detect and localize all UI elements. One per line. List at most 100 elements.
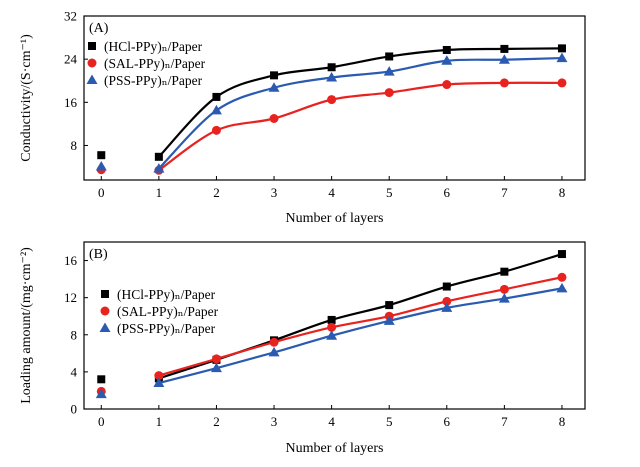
x-tick-label: 5 bbox=[386, 185, 393, 200]
y-tick-label: 12 bbox=[64, 290, 77, 305]
x-tick-label: 6 bbox=[444, 414, 451, 429]
legend-label: (SAL-PPy)ₙ/Paper bbox=[117, 304, 219, 319]
data-point bbox=[385, 301, 394, 310]
y-tick-label: 0 bbox=[71, 402, 78, 417]
data-point bbox=[327, 95, 337, 105]
data-point bbox=[556, 52, 568, 63]
data-point bbox=[268, 346, 280, 357]
data-point bbox=[210, 362, 222, 373]
data-point bbox=[326, 330, 338, 340]
x-tick-label: 3 bbox=[271, 185, 278, 200]
data-point bbox=[327, 315, 336, 324]
data-point bbox=[557, 78, 567, 88]
legend-label: (PSS-PPy)ₙ/Paper bbox=[117, 321, 216, 336]
x-tick-label: 4 bbox=[328, 414, 335, 429]
data-point bbox=[441, 302, 453, 312]
data-point bbox=[499, 284, 509, 294]
x-tick-label: 1 bbox=[156, 185, 163, 200]
x-tick-label: 1 bbox=[156, 414, 163, 429]
x-tick-label: 4 bbox=[328, 185, 335, 200]
legend-entry: (PSS-PPy)ₙ/Paper bbox=[99, 321, 216, 336]
square-marker-icon bbox=[88, 42, 96, 50]
data-point bbox=[498, 54, 510, 64]
data-point bbox=[442, 80, 452, 90]
data-point bbox=[383, 315, 395, 325]
data-point bbox=[327, 322, 337, 332]
legend-entry: (SAL-PPy)ₙ/Paper bbox=[87, 56, 206, 71]
data-point bbox=[385, 52, 394, 61]
panel-label: (A) bbox=[89, 21, 109, 36]
x-tick-label: 2 bbox=[213, 414, 220, 429]
data-point bbox=[327, 63, 336, 72]
data-point bbox=[384, 88, 394, 98]
x-tick-label: 7 bbox=[501, 185, 508, 200]
data-point bbox=[500, 44, 509, 53]
data-point bbox=[442, 45, 451, 54]
x-tick-label: 3 bbox=[271, 414, 278, 429]
fit-curve bbox=[158, 47, 562, 158]
y-tick-label: 8 bbox=[71, 327, 78, 342]
data-point bbox=[557, 44, 566, 53]
data-point bbox=[211, 354, 221, 364]
data-point bbox=[269, 114, 279, 123]
legend-entry: (HCl-PPy)ₙ/Paper bbox=[88, 39, 203, 54]
fit-curve bbox=[158, 276, 563, 377]
data-point bbox=[154, 371, 164, 381]
x-tick-label: 5 bbox=[386, 414, 393, 429]
x-axis-label: Number of layers bbox=[286, 441, 384, 456]
y-tick-label: 4 bbox=[71, 364, 78, 379]
data-point bbox=[153, 377, 165, 388]
y-axis-label: Loading amount/(mg·cm⁻²) bbox=[19, 247, 34, 404]
fit-curve bbox=[158, 287, 563, 385]
legend-entry: (SAL-PPy)ₙ/Paper bbox=[100, 304, 219, 319]
panel-a-conductivity-chart: 0 1 2 3 4 5 6 7 8 8 16 24 32 (A) Number of layers Condu… bbox=[19, 9, 586, 226]
data-point bbox=[97, 151, 106, 160]
series-hcl-ppy-paper bbox=[97, 44, 566, 161]
circle-marker-icon bbox=[87, 58, 97, 68]
y-axis-label: Conductivity/(S·cm⁻¹) bbox=[19, 34, 34, 162]
x-tick-label: 6 bbox=[444, 185, 451, 200]
data-point bbox=[557, 250, 566, 259]
legend-label: (HCl-PPy)ₙ/Paper bbox=[104, 39, 203, 54]
data-point bbox=[153, 163, 165, 173]
legend-label: (SAL-PPy)ₙ/Paper bbox=[104, 56, 206, 71]
plot-frame bbox=[83, 241, 586, 410]
series-pss-ppy-paper bbox=[95, 52, 568, 173]
x-axis-label: Number of layers bbox=[286, 211, 384, 226]
triangle-marker-icon bbox=[86, 74, 98, 84]
y-tick-label: 8 bbox=[71, 138, 78, 153]
data-point bbox=[268, 82, 280, 92]
data-point bbox=[442, 282, 451, 291]
series-pss-ppy-paper bbox=[95, 282, 568, 399]
y-tick-label: 24 bbox=[64, 52, 78, 67]
x-tick-label: 0 bbox=[98, 414, 105, 429]
square-marker-icon bbox=[101, 290, 109, 298]
x-tick-label: 8 bbox=[559, 185, 566, 200]
data-point bbox=[154, 152, 163, 161]
x-tick-label: 2 bbox=[213, 185, 220, 200]
legend-label: (PSS-PPy)ₙ/Paper bbox=[104, 73, 203, 88]
legend-entry: (HCl-PPy)ₙ/Paper bbox=[101, 287, 216, 302]
panel-label: (B) bbox=[89, 247, 108, 262]
x-tick-label: 7 bbox=[501, 414, 508, 429]
data-point bbox=[498, 293, 510, 303]
data-point bbox=[441, 55, 453, 65]
data-point bbox=[326, 72, 338, 82]
data-point bbox=[557, 272, 567, 282]
data-point bbox=[269, 337, 279, 347]
data-point bbox=[383, 66, 395, 76]
legend-entry: (PSS-PPy)ₙ/Paper bbox=[86, 73, 203, 88]
y-tick-label: 32 bbox=[64, 9, 77, 24]
data-point bbox=[211, 125, 221, 135]
data-point bbox=[499, 78, 509, 88]
y-tick-label: 16 bbox=[64, 253, 78, 268]
data-point bbox=[500, 267, 509, 276]
data-point bbox=[95, 388, 107, 399]
data-point bbox=[442, 296, 452, 306]
legend-label: (HCl-PPy)ₙ/Paper bbox=[117, 287, 216, 302]
data-point bbox=[212, 92, 221, 101]
triangle-marker-icon bbox=[99, 322, 111, 332]
data-point bbox=[97, 375, 106, 384]
